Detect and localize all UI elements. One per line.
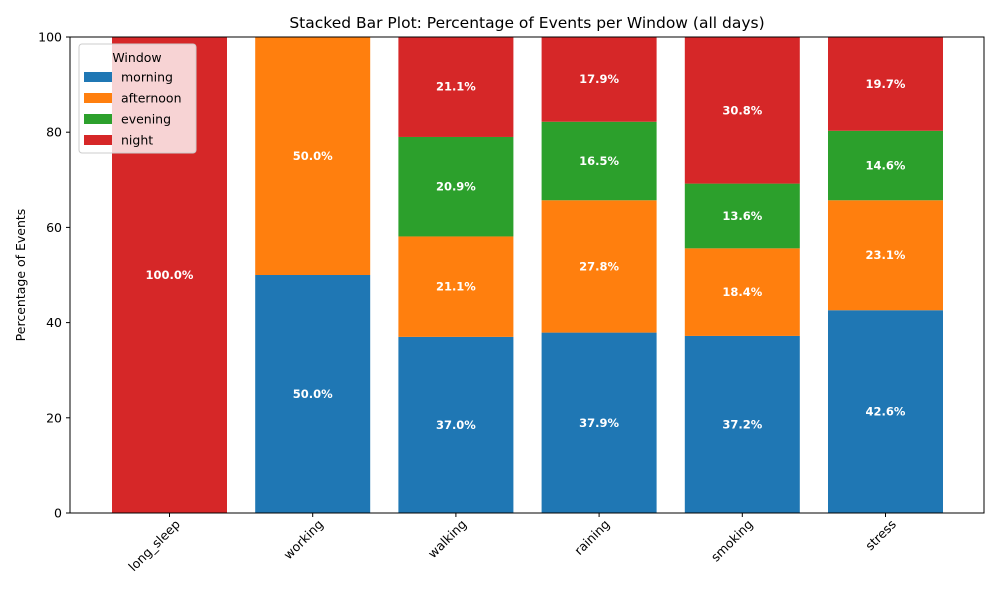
bar-segment-raining-evening — [541, 121, 657, 201]
bar-segment-stress-afternoon — [828, 200, 943, 311]
legend-swatch-morning — [84, 72, 112, 82]
y-axis-label: Percentage of Events — [13, 209, 28, 342]
value-label-stress-afternoon: 23.1% — [866, 248, 906, 262]
x-tick-label-raining: raining — [571, 517, 612, 558]
bar-segment-stress-night — [828, 37, 943, 131]
value-label-smoking-afternoon: 18.4% — [722, 285, 762, 299]
legend-label-afternoon: afternoon — [121, 91, 182, 106]
bar-segment-stress-evening — [828, 130, 943, 201]
value-label-raining-afternoon: 27.8% — [579, 259, 619, 273]
legend-swatch-night — [84, 135, 112, 145]
bar-segment-smoking-evening — [684, 183, 800, 249]
value-label-smoking-night: 30.8% — [722, 103, 762, 117]
x-tick-label-working: working — [280, 517, 326, 563]
value-label-smoking-morning: 37.2% — [722, 417, 762, 431]
value-label-working-afternoon: 50.0% — [293, 149, 333, 163]
bar-segment-smoking-afternoon — [684, 248, 800, 336]
y-tick-label: 60 — [46, 220, 62, 235]
value-label-working-morning: 50.0% — [293, 387, 333, 401]
y-tick-label: 80 — [46, 125, 62, 140]
legend-title: Window — [112, 50, 161, 65]
value-label-smoking-evening: 13.6% — [722, 209, 762, 223]
x-tick-label-stress: stress — [862, 517, 899, 554]
x-tick-label-walking: walking — [425, 517, 470, 562]
legend-swatch-afternoon — [84, 93, 112, 103]
value-label-walking-morning: 37.0% — [436, 418, 476, 432]
bar-segment-stress-morning — [828, 310, 943, 513]
bar-segment-walking-night — [398, 36, 514, 137]
chart-title: Stacked Bar Plot: Percentage of Events p… — [289, 14, 764, 32]
value-label-raining-night: 17.9% — [579, 72, 619, 86]
value-label-stress-morning: 42.6% — [866, 405, 906, 419]
bar-segment-raining-afternoon — [541, 200, 657, 333]
bar-segment-walking-evening — [398, 136, 514, 237]
x-tick-label-long_sleep: long_sleep — [125, 516, 183, 574]
value-label-stress-evening: 14.6% — [866, 159, 906, 173]
x-tick-label-smoking: smoking — [708, 517, 756, 565]
bar-segment-raining-morning — [541, 332, 657, 513]
legend-box — [78, 43, 197, 154]
bars-group — [112, 36, 943, 513]
legend-swatch-evening — [84, 114, 112, 124]
bar-segment-working-afternoon — [255, 37, 371, 275]
value-label-raining-evening: 16.5% — [579, 154, 619, 168]
value-label-walking-night: 21.1% — [436, 80, 476, 94]
legend-label-evening: evening — [121, 112, 171, 127]
legend-label-night: night — [121, 133, 153, 148]
y-tick-label: 0 — [54, 506, 62, 521]
y-tick-label: 20 — [46, 410, 62, 425]
bar-segment-walking-afternoon — [398, 236, 514, 337]
value-labels-group: 100.0% 50.0% 50.0% 37.0% 21.1% 20.9% 21.1% 37.9… — [146, 72, 906, 432]
value-label-stress-night: 19.7% — [866, 77, 906, 91]
y-tick-label: 100 — [38, 30, 62, 45]
bar-segment-smoking-night — [684, 37, 800, 184]
value-label-walking-evening: 20.9% — [436, 180, 476, 194]
value-label-raining-morning: 37.9% — [579, 416, 619, 430]
value-label-walking-afternoon: 21.1% — [436, 280, 476, 294]
y-axis: 0 20 40 60 80 100 — [38, 30, 70, 521]
bar-segment-working-morning — [255, 275, 371, 513]
legend-label-morning: morning — [121, 70, 173, 85]
x-axis: long_sleep working walking raining smoking st… — [125, 513, 899, 574]
bar-segment-walking-morning — [398, 336, 514, 513]
legend: Window morning afternoon evening night — [78, 43, 197, 154]
value-label-long_sleep-night: 100.0% — [146, 268, 194, 282]
y-tick-label: 40 — [46, 315, 62, 330]
bar-segment-raining-night — [541, 36, 657, 122]
plot-area-frame — [69, 36, 985, 514]
bar-segment-smoking-morning — [684, 335, 800, 513]
